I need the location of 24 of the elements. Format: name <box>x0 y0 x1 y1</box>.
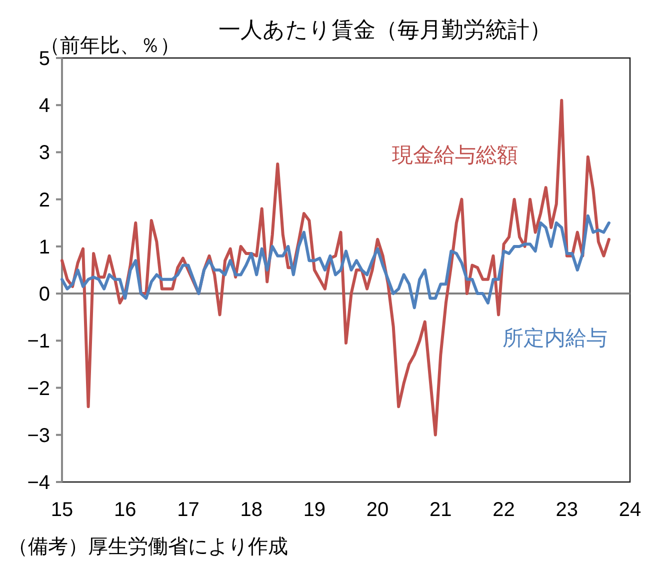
series-label: 所定内給与 <box>502 327 608 350</box>
chart-title: 一人あたり賃金（毎月勤労統計） <box>218 17 552 42</box>
x-tick-label: 21 <box>430 499 452 521</box>
y-tick-label: −2 <box>27 378 50 400</box>
x-tick-label: 15 <box>50 499 74 521</box>
x-tick-label: 19 <box>303 499 326 521</box>
x-tick-label: 22 <box>492 499 515 521</box>
y-tick-label: 3 <box>38 142 50 164</box>
x-tick-label: 24 <box>618 499 642 521</box>
y-tick-label: 4 <box>38 95 50 118</box>
text: （備考）厚生労働省により作成 <box>8 536 288 558</box>
line-series <box>60 214 610 310</box>
y-tick-label: 1 <box>38 236 50 258</box>
series-label: 現金給与総額 <box>392 144 518 167</box>
x-tick-label: 18 <box>240 499 262 521</box>
y-tick-label: −3 <box>27 424 50 447</box>
y-tick-label: 2 <box>38 189 50 212</box>
y-tick-label: −1 <box>27 330 50 353</box>
y-tick-label: −4 <box>27 472 50 494</box>
x-tick-label: 23 <box>556 499 578 521</box>
x-tick-label: 20 <box>366 499 389 521</box>
x-tick-label: 16 <box>114 499 136 521</box>
y-tick-label: 0 <box>38 284 50 306</box>
x-tick-label: 17 <box>177 499 200 521</box>
